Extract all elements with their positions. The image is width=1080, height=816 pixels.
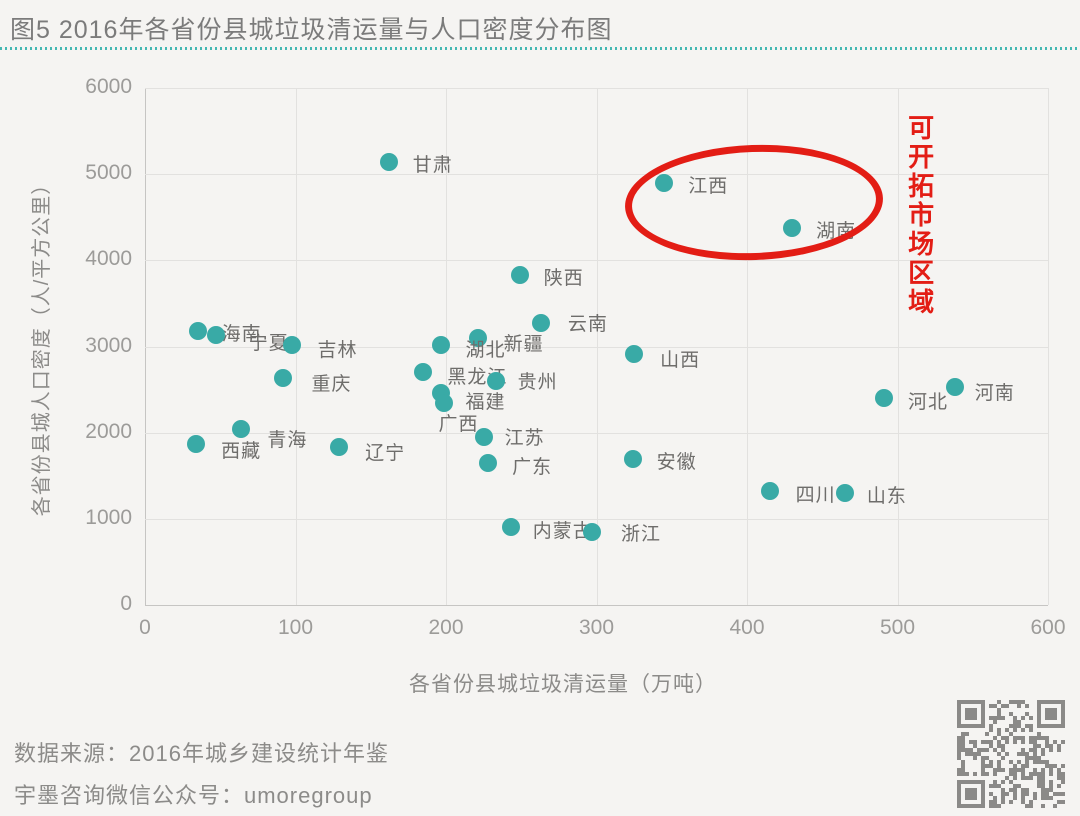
data-point-宁夏[interactable] xyxy=(206,326,225,345)
market-region-ellipse-annotation xyxy=(623,140,885,265)
data-point-四川[interactable] xyxy=(760,482,779,501)
x-tick-label: 500 xyxy=(879,616,916,639)
data-point-label: 安徽 xyxy=(656,451,697,473)
y-tick-label: 3000 xyxy=(85,333,132,357)
data-point-label: 辽宁 xyxy=(365,443,406,465)
data-point-浙江[interactable] xyxy=(582,522,601,541)
y-tick-label: 1000 xyxy=(85,505,132,529)
y-tick-label: 0 xyxy=(120,592,132,615)
data-point-label: 山西 xyxy=(660,350,701,372)
x-tick-label: 0 xyxy=(139,616,151,639)
data-point-河南[interactable] xyxy=(945,377,964,396)
data-point-label: 四川 xyxy=(795,485,836,507)
gridline xyxy=(145,88,1048,89)
data-point-内蒙古[interactable] xyxy=(501,518,520,537)
x-tick-label: 600 xyxy=(1030,616,1066,639)
data-point-label: 海南 xyxy=(221,323,262,345)
y-axis-title: 各省份县城人口密度（人/平方公里） xyxy=(31,173,53,517)
data-point-山西[interactable] xyxy=(625,345,644,364)
data-point-label: 广东 xyxy=(512,456,553,478)
data-point-label: 甘肃 xyxy=(412,155,453,177)
x-tick-label: 200 xyxy=(428,616,464,639)
data-point-label: 湖南 xyxy=(816,221,857,243)
data-point-label: 山东 xyxy=(866,485,907,507)
data-point-黑龙江[interactable] xyxy=(414,363,433,382)
data-point-label: 湖北 xyxy=(465,339,506,361)
data-point-label: 广西 xyxy=(438,414,479,436)
gridline xyxy=(145,518,1048,520)
data-point-label: 江西 xyxy=(688,175,729,197)
data-point-云南[interactable] xyxy=(531,314,550,333)
gridline xyxy=(145,346,1048,348)
y-tick-label: 6000 xyxy=(85,75,132,98)
data-point-label: 内蒙古 xyxy=(532,521,593,543)
data-point-label: 重庆 xyxy=(311,374,352,396)
data-point-河北[interactable] xyxy=(874,389,893,408)
data-point-label: 江苏 xyxy=(504,427,545,449)
data-point-label: 青海 xyxy=(267,430,308,452)
data-point-label: 陕西 xyxy=(543,267,584,289)
data-point-label: 宁夏 xyxy=(248,333,289,355)
data-point-海南[interactable] xyxy=(188,321,207,340)
data-source-text: 数据来源：2016年城乡建设统计年鉴 xyxy=(14,741,389,766)
x-tick-label: 100 xyxy=(277,616,314,639)
x-axis-title: 各省份县城垃圾清运量（万吨） xyxy=(409,673,717,696)
y-tick-label: 2000 xyxy=(85,419,132,443)
page-title: 图5 2016年各省份县城垃圾清运量与人口密度分布图 xyxy=(10,16,613,44)
data-point-安徽[interactable] xyxy=(623,449,642,468)
data-point-西藏[interactable] xyxy=(187,434,206,453)
data-point-湖南[interactable] xyxy=(783,219,802,238)
market-region-label: 可开拓市场区域 xyxy=(904,114,935,317)
data-point-label: 吉林 xyxy=(317,339,358,361)
gridline xyxy=(145,260,1048,262)
data-point-吉林[interactable] xyxy=(283,335,302,354)
data-point-广东[interactable] xyxy=(479,453,498,472)
data-point-label: 西藏 xyxy=(221,440,262,462)
data-point-重庆[interactable] xyxy=(274,369,293,388)
data-point-广西[interactable] xyxy=(435,394,454,413)
data-point-江西[interactable] xyxy=(655,173,674,192)
y-tick-label: 5000 xyxy=(85,161,132,185)
data-point-青海[interactable] xyxy=(232,420,251,439)
gridline xyxy=(1048,88,1049,605)
gridline xyxy=(145,432,1048,434)
data-point-湖北[interactable] xyxy=(432,335,451,354)
title-divider xyxy=(0,47,1080,50)
data-point-label: 云南 xyxy=(567,314,608,336)
x-tick-label: 400 xyxy=(729,616,765,639)
x-tick-label: 300 xyxy=(578,616,615,639)
qr-code xyxy=(957,700,1065,808)
data-point-label: 福建 xyxy=(465,392,506,414)
data-point-label: 新疆 xyxy=(503,333,544,355)
data-point-山东[interactable] xyxy=(835,483,854,502)
gridline xyxy=(145,174,1048,176)
data-point-陕西[interactable] xyxy=(510,265,529,284)
data-point-甘肃[interactable] xyxy=(379,153,398,172)
data-point-辽宁[interactable] xyxy=(330,438,349,457)
x-axis-line xyxy=(145,605,1048,606)
data-point-label: 浙江 xyxy=(620,523,661,545)
data-point-label: 贵州 xyxy=(517,371,558,393)
data-point-新疆[interactable] xyxy=(468,328,487,347)
data-point-label: 河南 xyxy=(974,382,1015,404)
data-point-江苏[interactable] xyxy=(474,427,493,446)
wechat-account-text: 宇墨咨询微信公众号：umoregroup xyxy=(14,783,373,808)
y-tick-label: 4000 xyxy=(85,247,132,271)
data-point-贵州[interactable] xyxy=(486,371,505,390)
data-point-label: 河北 xyxy=(907,392,948,414)
